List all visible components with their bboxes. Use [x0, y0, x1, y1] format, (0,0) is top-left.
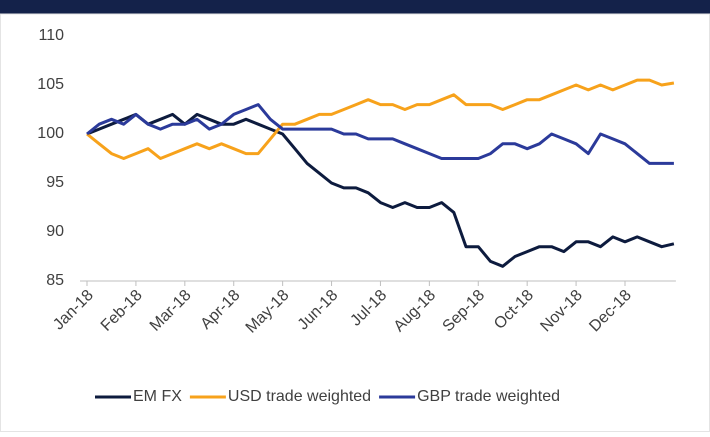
legend-label: GBP trade weighted — [417, 388, 560, 405]
x-tick-label: Aug-18 — [391, 287, 440, 336]
header-bar — [0, 0, 710, 14]
x-tick-label: Dec-18 — [586, 287, 635, 336]
legend-label: EM FX — [133, 388, 182, 405]
series-line — [86, 103, 674, 165]
y-tick-label: 105 — [37, 76, 64, 93]
x-tick-label: May-18 — [243, 287, 293, 337]
x-tick-label: Jul-18 — [347, 287, 390, 330]
series-line — [86, 112, 675, 268]
x-tick-label: Sep-18 — [440, 287, 489, 336]
y-tick-label: 100 — [37, 125, 64, 142]
frame — [0, 13, 710, 432]
x-tick-label: Nov-18 — [537, 287, 586, 336]
x-tick-label: Jan-18 — [50, 287, 97, 334]
legend-label: USD trade weighted — [228, 388, 371, 405]
y-tick-label: 110 — [38, 27, 64, 44]
x-tick-label: Jun-18 — [295, 287, 342, 334]
x-tick-label: Feb-18 — [98, 287, 146, 335]
x-tick-label: Apr-18 — [198, 287, 244, 333]
y-tick-label: 95 — [46, 174, 64, 191]
y-tick-label: 85 — [46, 272, 64, 289]
x-tick-label: Mar-18 — [147, 287, 195, 335]
x-tick-label: Oct-18 — [491, 287, 537, 333]
y-tick-label: 90 — [46, 223, 64, 240]
series-line — [86, 78, 675, 160]
